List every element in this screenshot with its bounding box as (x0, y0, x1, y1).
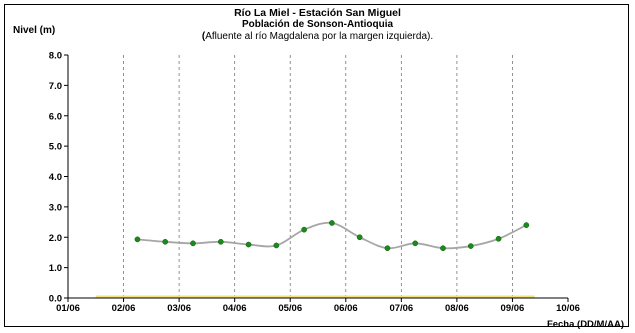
y-tick-label: 1.0 (49, 263, 62, 274)
data-point (190, 240, 196, 247)
y-tick-label: 2.0 (49, 233, 62, 244)
series-line (137, 221, 527, 250)
data-point (467, 243, 474, 249)
x-tick-label: 01/06 (56, 303, 80, 314)
x-tick-label: 04/06 (223, 303, 247, 314)
x-tick-label: 07/06 (389, 303, 413, 314)
x-tick-label: 02/06 (112, 303, 136, 314)
data-point (412, 240, 419, 247)
data-point (134, 236, 141, 243)
x-axis-label: Fecha (DD/M/AA) (546, 319, 624, 330)
data-point (273, 242, 280, 249)
subtitle-text: Afluente al río Magdalena por la margen … (205, 31, 434, 42)
data-point (217, 238, 224, 245)
data-point (440, 245, 446, 252)
chart-subtitle-line2: (Afluente al río Magdalena por la margen… (5, 31, 630, 42)
x-tick-label: 03/06 (167, 303, 191, 314)
y-tick-label: 4.0 (49, 172, 62, 183)
y-tick-label: 5.0 (49, 142, 62, 153)
data-point (356, 234, 363, 241)
y-tick-label: 7.0 (49, 81, 62, 92)
chart-title: Río La Miel - Estación San Miguel (234, 7, 401, 19)
x-tick-label: 05/06 (278, 303, 302, 314)
x-tick-label: 09/06 (501, 303, 525, 314)
y-tick-label: 8.0 (49, 51, 62, 62)
data-point (384, 245, 391, 252)
line-chart: 0.0 1.0 2.0 3.0 4.0 5.0 6.0 7.0 8.0 01/06 02/06 03/… (49, 51, 580, 315)
data-point (245, 241, 252, 248)
data-point (495, 235, 502, 242)
data-point (301, 226, 307, 233)
data-point (162, 238, 169, 245)
chart-frame: Río La Miel - Estación San Miguel Poblac… (4, 4, 630, 330)
chart-subtitle-line1: Población de Sonson-Antioquia (241, 19, 394, 30)
x-tick-label: 10/06 (556, 303, 580, 314)
y-tick-label: 3.0 (49, 202, 62, 213)
y-tick-label: 6.0 (49, 111, 62, 122)
subtitle-paren: ( (201, 31, 206, 42)
x-tick-label: 08/06 (445, 303, 469, 314)
y-tick-label: 0.0 (49, 294, 62, 305)
data-point (523, 222, 530, 228)
data-point (329, 220, 335, 226)
y-axis-label: Nivel (m) (13, 25, 56, 36)
x-tick-label: 06/06 (334, 303, 358, 314)
